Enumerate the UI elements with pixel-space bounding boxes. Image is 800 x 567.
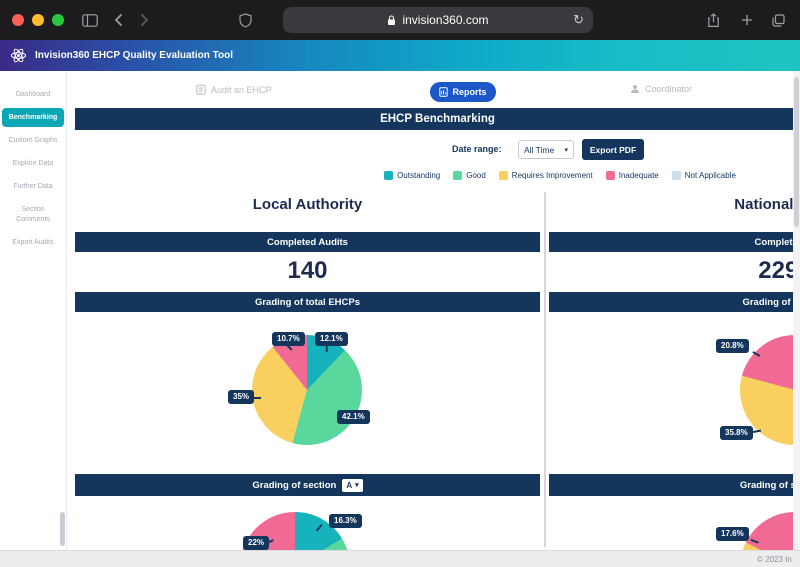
- clipboard-icon: [196, 84, 206, 95]
- banner-label: Grading of section: [252, 479, 337, 491]
- forward-icon[interactable]: [132, 0, 156, 40]
- banner-label: Grading of section: [739, 479, 800, 491]
- close-window-button[interactable]: [12, 14, 24, 26]
- legend-label: Good: [466, 170, 486, 180]
- date-range-value: All Time: [524, 144, 555, 155]
- legend-item-not-applicable: Not Applicable: [671, 170, 736, 180]
- pie-label-line: [254, 397, 261, 399]
- new-tab-icon[interactable]: [734, 0, 760, 40]
- legend-swatch: [384, 170, 394, 180]
- privacy-shield-icon[interactable]: [232, 0, 258, 40]
- lock-icon: [387, 14, 396, 26]
- legend-swatch: [671, 170, 681, 180]
- chevron-down-icon: ▾: [355, 482, 359, 489]
- pie-label: 42.1%: [337, 410, 370, 424]
- main-scrollbar-thumb[interactable]: [794, 77, 799, 227]
- copyright-text: © 2023 In: [757, 555, 792, 564]
- legend-label: Requires Improvement: [511, 170, 593, 180]
- sidebar-item-benchmarking[interactable]: Benchmarking: [2, 108, 64, 128]
- page-title-banner: EHCP Benchmarking: [75, 108, 800, 130]
- section-select-value: A: [346, 480, 353, 490]
- pie-label: 35.8%: [720, 426, 753, 440]
- sidebar-item-export-audits[interactable]: Export Audits: [12, 238, 54, 246]
- tab-overview-icon[interactable]: [764, 0, 792, 40]
- legend-swatch: [605, 170, 615, 180]
- back-icon[interactable]: [106, 0, 130, 40]
- pie-label: 12.1%: [315, 332, 348, 346]
- sidebar-item-further-data[interactable]: Further Data: [13, 183, 53, 191]
- window-footer: © 2023 In: [0, 550, 800, 567]
- pie-label: 17.6%: [716, 527, 749, 541]
- zoom-window-button[interactable]: [52, 14, 64, 26]
- pie-label: 35%: [228, 390, 255, 404]
- legend-swatch: [453, 170, 463, 180]
- tab-label: Audit an EHCP: [211, 84, 272, 95]
- banner-label: Completed Audits: [267, 236, 348, 248]
- local-completed-audits-banner: Completed Audits: [75, 232, 540, 252]
- tab-coordinator[interactable]: Coordinator: [630, 84, 692, 94]
- local-completed-audits-value: 140: [287, 257, 328, 284]
- tab-reports[interactable]: Reports: [430, 82, 496, 102]
- sidebar-scrollbar-thumb[interactable]: [60, 512, 65, 546]
- date-range-label: Date range:: [452, 144, 502, 154]
- share-icon[interactable]: [700, 0, 726, 40]
- legend-item-outstanding: Outstanding: [384, 170, 441, 180]
- local-grading-section-banner: Grading of section A ▾: [75, 474, 540, 496]
- legend-item-good: Good: [453, 170, 486, 180]
- date-range-select[interactable]: All Time ▾: [518, 140, 574, 159]
- sidebar-toggle-icon[interactable]: [76, 0, 104, 40]
- report-icon: [439, 87, 449, 97]
- national-average-title: National Average: [734, 196, 800, 213]
- chart-legend: Outstanding Good Requires Improvement In…: [320, 166, 800, 184]
- url-text: invision360.com: [402, 13, 489, 27]
- address-bar[interactable]: invision360.com ↻: [283, 7, 593, 33]
- legend-label: Not Applicable: [684, 170, 736, 180]
- pie-label: 10.7%: [272, 332, 305, 346]
- banner-label: Grading of total EHCPs: [742, 296, 800, 308]
- tab-label: Coordinator: [645, 84, 693, 94]
- national-grading-total-banner: Grading of total EHCPs: [549, 292, 800, 312]
- tab-label: Reports: [452, 87, 487, 97]
- column-divider: [544, 192, 546, 547]
- app-header: Invision360 EHCP Quality Evaluation Tool: [0, 40, 800, 71]
- pie-label-line: [326, 345, 328, 352]
- legend-item-requires-improvement: Requires Improvement: [498, 170, 593, 180]
- main-scrollbar-track[interactable]: [793, 71, 800, 550]
- person-icon: [630, 84, 640, 94]
- chevron-down-icon: ▾: [564, 146, 568, 154]
- sidebar: Dashboard Benchmarking Custom Graphs Exp…: [0, 71, 67, 550]
- legend-label: Inadequate: [618, 170, 659, 180]
- sidebar-item-custom-graphs[interactable]: Custom Graphs: [8, 137, 58, 145]
- page-title: EHCP Benchmarking: [380, 113, 495, 125]
- local-authority-title: Local Authority: [252, 196, 363, 213]
- legend-item-inadequate: Inadequate: [605, 170, 659, 180]
- legend-label: Outstanding: [397, 170, 441, 180]
- pie-label: 22%: [243, 536, 270, 550]
- browser-chrome: invision360.com ↻: [0, 0, 800, 40]
- invision360-logo-icon: [10, 47, 27, 64]
- app-title: Invision360 EHCP Quality Evaluation Tool: [35, 50, 234, 61]
- local-grading-total-banner: Grading of total EHCPs: [75, 292, 540, 312]
- sidebar-item-section-comments[interactable]: Section Comments: [16, 206, 50, 223]
- tab-audit-an-ehcp[interactable]: Audit an EHCP: [196, 84, 272, 95]
- sidebar-item-explore-data[interactable]: Explore Data: [12, 160, 54, 168]
- export-pdf-button[interactable]: Export PDF: [582, 139, 644, 160]
- national-completed-audits-value: 229.08: [758, 257, 800, 284]
- pie-label: 20.8%: [716, 339, 749, 353]
- local-section-select[interactable]: A ▾: [342, 478, 363, 492]
- legend-swatch: [498, 170, 508, 180]
- national-grading-section-banner: Grading of section A ▾: [549, 474, 800, 496]
- local-total-pie-chart[interactable]: [252, 335, 362, 445]
- pie-label: 16.3%: [329, 514, 362, 528]
- refresh-icon[interactable]: ↻: [573, 12, 584, 27]
- banner-label: Grading of total EHCPs: [254, 296, 361, 308]
- minimize-window-button[interactable]: [32, 14, 44, 26]
- banner-label: Completed Audits: [754, 236, 800, 248]
- sidebar-item-dashboard[interactable]: Dashboard: [15, 91, 51, 98]
- national-completed-audits-banner: Completed Audits: [549, 232, 800, 252]
